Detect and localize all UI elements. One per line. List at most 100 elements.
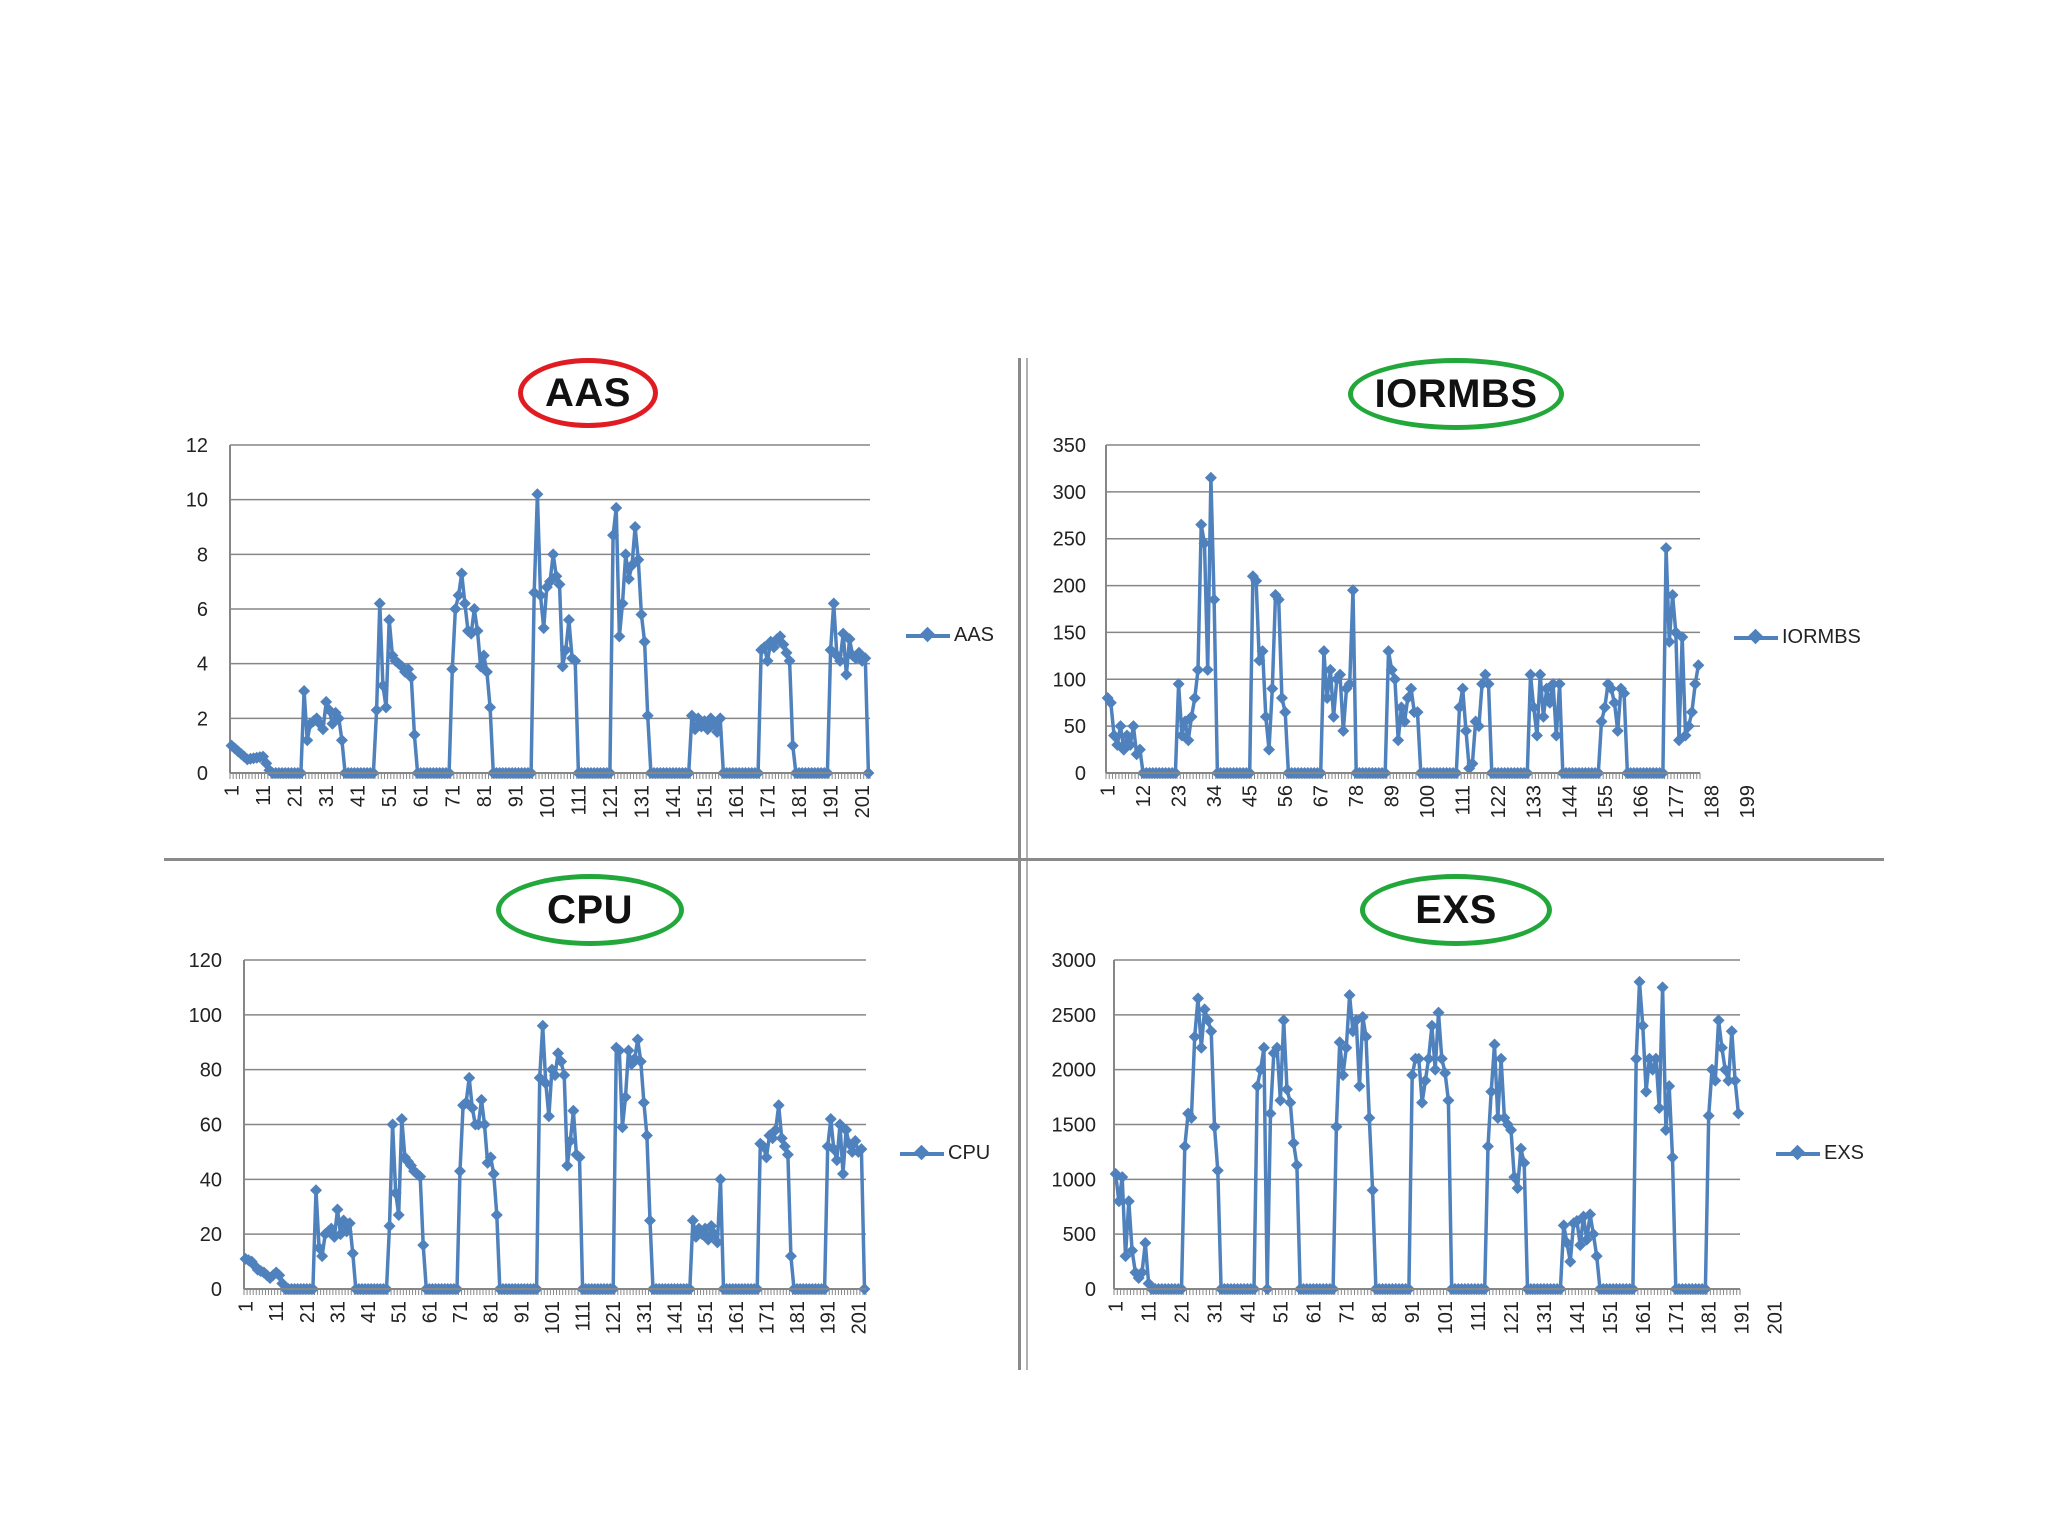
y-tick-label: 4	[197, 654, 208, 676]
data-point	[1712, 1014, 1725, 1027]
data-point	[386, 1118, 399, 1131]
data-point	[610, 501, 623, 514]
data-point	[827, 1143, 840, 1156]
y-tick-label: 500	[1063, 1224, 1096, 1246]
data-point	[640, 1129, 653, 1142]
x-tick-label: 101	[537, 785, 559, 818]
data-point	[1133, 743, 1146, 756]
x-tick-label: 181	[1699, 1301, 1721, 1334]
data-point	[1476, 677, 1489, 690]
data-point	[1429, 1063, 1442, 1076]
data-point	[1685, 706, 1698, 719]
data-point	[549, 1069, 561, 1082]
data-point	[1366, 1184, 1379, 1197]
legend-marker	[1776, 1144, 1820, 1160]
data-point	[1416, 1096, 1429, 1109]
data-point	[1392, 734, 1405, 747]
data-point	[1120, 729, 1133, 742]
data-point	[634, 1055, 647, 1068]
data-point	[1108, 729, 1121, 742]
x-tick-label: 81	[481, 1301, 503, 1323]
legend-cpu: CPU	[900, 1142, 990, 1165]
data-point	[452, 589, 465, 602]
data-point	[547, 548, 560, 561]
x-tick-label: 161	[1633, 1301, 1655, 1334]
data-point	[1172, 677, 1185, 690]
data-point	[392, 1208, 405, 1221]
data-point	[824, 1113, 837, 1126]
data-point	[635, 608, 648, 621]
data-point	[466, 1102, 479, 1115]
data-point	[1709, 1074, 1722, 1087]
x-tick-label: 111	[1468, 1301, 1490, 1331]
data-point	[1689, 677, 1702, 690]
data-point	[1208, 1120, 1221, 1133]
x-tick-label: 171	[758, 785, 780, 818]
data-point	[446, 663, 459, 676]
data-point	[1112, 1195, 1125, 1208]
data-point	[1729, 1074, 1742, 1087]
y-tick-label: 3000	[1052, 950, 1097, 972]
data-point	[714, 1173, 727, 1186]
data-point	[1363, 1111, 1376, 1124]
data-point	[1353, 1080, 1366, 1093]
x-tick-label: 161	[726, 1301, 748, 1334]
x-tick-label: 91	[505, 785, 527, 807]
data-point	[1587, 1228, 1600, 1241]
data-point	[1185, 1111, 1198, 1124]
data-point	[643, 1214, 656, 1227]
data-point	[539, 1077, 552, 1090]
data-point	[370, 704, 383, 717]
vertical-divider	[1018, 358, 1021, 1370]
data-point	[1488, 1038, 1501, 1051]
x-tick-label: 1	[222, 785, 244, 796]
data-point	[1442, 1094, 1455, 1107]
chart-title-text: AAS	[545, 370, 631, 415]
data-point	[613, 1044, 626, 1057]
data-point	[1284, 1096, 1297, 1109]
data-point	[1481, 1140, 1494, 1153]
data-point	[1201, 663, 1214, 676]
data-point	[686, 1214, 699, 1227]
data-point	[855, 1143, 868, 1156]
x-tick-label: 111	[1453, 785, 1475, 815]
y-tick-label: 100	[1053, 669, 1086, 691]
data-point	[622, 572, 635, 585]
data-point	[1290, 1159, 1303, 1172]
y-tick-label: 60	[200, 1115, 222, 1137]
data-point	[559, 644, 572, 656]
data-point	[573, 1151, 586, 1164]
data-point	[478, 1118, 491, 1131]
data-point	[417, 1239, 430, 1252]
data-point	[757, 1140, 770, 1153]
data-point	[1178, 1140, 1191, 1153]
data-point	[1188, 1030, 1201, 1043]
title-oval-red	[518, 358, 658, 428]
x-tick-label: 41	[358, 1301, 380, 1323]
data-point	[1401, 692, 1414, 705]
y-tick-label: 50	[1064, 716, 1086, 738]
data-point	[405, 671, 418, 684]
data-point	[1482, 677, 1495, 690]
data-point	[781, 1148, 794, 1161]
data-point	[1280, 1083, 1293, 1096]
data-point	[1126, 1244, 1139, 1257]
data-point	[1195, 1041, 1208, 1054]
chart-iormbs: 0 50 100 150 200 250 300 350 1 12 23 34 45 56 67 78 89 10…	[1053, 435, 1759, 818]
legend-aas: AAS	[906, 624, 994, 647]
x-tick-label: 121	[600, 785, 622, 818]
data-point	[632, 553, 645, 566]
data-point	[783, 654, 796, 667]
data-point	[1643, 1052, 1656, 1065]
data-point	[827, 597, 840, 610]
data-point	[373, 597, 386, 610]
data-point	[830, 1154, 843, 1167]
data-point	[408, 728, 421, 741]
legend-label: AAS	[954, 624, 995, 646]
data-point	[1550, 729, 1563, 742]
x-tick-label: 81	[1369, 1301, 1391, 1323]
data-point	[837, 1167, 850, 1180]
data-point	[298, 685, 311, 697]
data-point	[472, 1118, 485, 1131]
data-point	[1275, 692, 1288, 705]
